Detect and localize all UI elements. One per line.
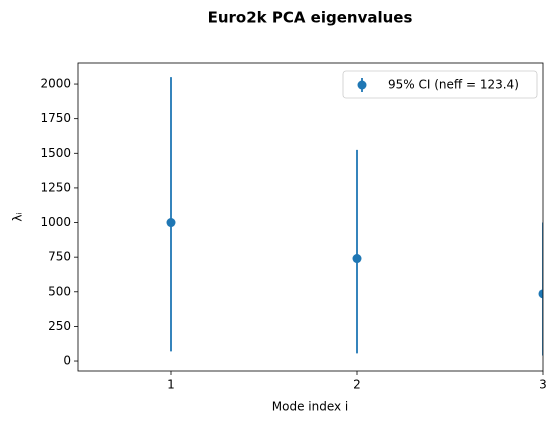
y-tick-label: 500 [48,284,71,298]
x-tick-label: 3 [539,378,547,392]
plot-area [166,77,543,356]
axes-frame [77,62,544,372]
y-tick-label: 750 [48,250,71,264]
chart-title: Euro2k PCA eigenvalues [208,9,413,27]
y-tick-label: 1500 [40,146,71,160]
y-tick-label: 250 [48,319,71,333]
legend-box [342,70,538,99]
y-tick-label: 2000 [40,77,71,91]
x-axis-label: Mode index i [272,400,349,414]
point [166,218,176,228]
point [352,254,362,264]
y-tick-label: 0 [63,354,71,368]
x-tick-label: 1 [167,378,175,392]
y-axis-label: λᵢ [11,212,25,221]
y-tick-label: 1000 [40,215,71,229]
point [538,289,543,299]
legend-label: 95% CI (neff = 123.4) [388,78,519,92]
legend-marker [357,80,367,90]
y-tick-label: 1750 [40,111,71,125]
x-tick-label: 2 [353,378,361,392]
y-tick-label: 1250 [40,180,71,194]
